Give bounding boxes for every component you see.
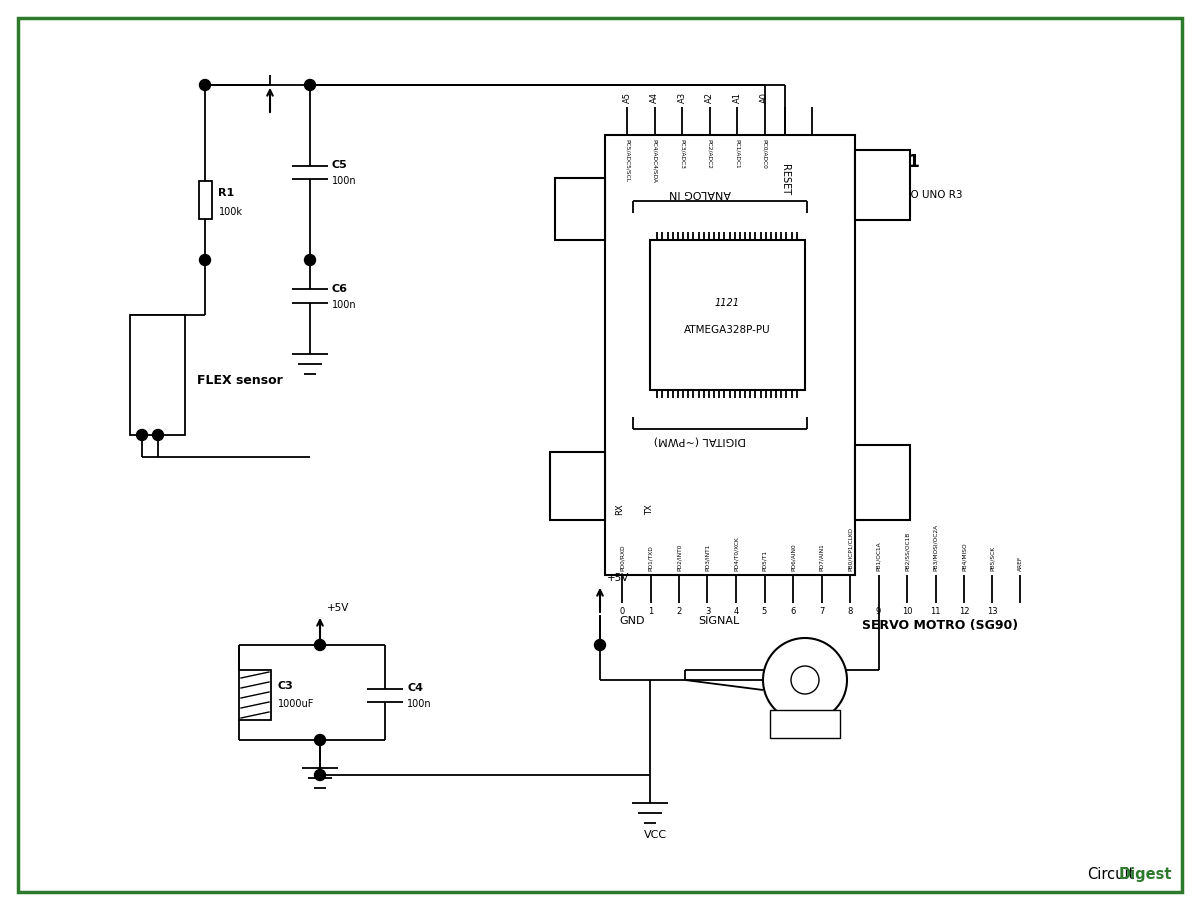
- Text: PD0/RXD: PD0/RXD: [619, 544, 624, 571]
- Text: 100k: 100k: [218, 207, 242, 217]
- Text: VCC: VCC: [643, 830, 666, 840]
- Text: PD3/INT1: PD3/INT1: [704, 544, 710, 571]
- Text: PD2/INT0: PD2/INT0: [677, 543, 682, 571]
- Bar: [605, 135, 856, 575]
- Circle shape: [152, 430, 163, 440]
- Bar: [198, 181, 211, 219]
- Circle shape: [305, 79, 316, 90]
- Circle shape: [314, 770, 325, 781]
- Text: 0: 0: [619, 607, 625, 616]
- Text: PD4/T0/XCK: PD4/T0/XCK: [733, 536, 738, 571]
- Text: PC5/ADC5/SCL: PC5/ADC5/SCL: [624, 139, 630, 182]
- Text: SIGNAL: SIGNAL: [698, 616, 739, 626]
- Text: 1000uF: 1000uF: [278, 699, 314, 709]
- Text: 3: 3: [704, 607, 710, 616]
- Text: PD1/TXD: PD1/TXD: [648, 545, 653, 571]
- Text: 13: 13: [988, 607, 998, 616]
- Text: A1: A1: [732, 92, 742, 103]
- Text: 12: 12: [959, 607, 970, 616]
- Text: R1: R1: [218, 188, 235, 198]
- Bar: [550, 452, 605, 520]
- Text: AREF: AREF: [1018, 556, 1022, 571]
- Text: +5V: +5V: [607, 573, 629, 583]
- Text: PC3/ADC3: PC3/ADC3: [679, 139, 684, 169]
- Text: PD6/AIN0: PD6/AIN0: [791, 543, 796, 571]
- Text: A4: A4: [650, 92, 659, 103]
- Text: GND: GND: [619, 616, 646, 626]
- Text: ATMEGA328P-PU: ATMEGA328P-PU: [684, 325, 770, 335]
- Text: ARDUINO UNO R3: ARDUINO UNO R3: [870, 190, 962, 200]
- Bar: [239, 670, 271, 720]
- Text: 6: 6: [791, 607, 796, 616]
- Circle shape: [314, 640, 325, 651]
- Text: PD5/T1: PD5/T1: [762, 550, 767, 571]
- Text: 1121: 1121: [715, 298, 740, 308]
- Circle shape: [791, 666, 820, 694]
- Bar: [130, 315, 185, 435]
- Text: A0: A0: [760, 92, 769, 103]
- Text: PC0/ADC0: PC0/ADC0: [762, 139, 767, 169]
- Bar: [554, 178, 605, 240]
- Text: C6: C6: [332, 284, 348, 294]
- Circle shape: [199, 255, 210, 266]
- Text: 1: 1: [648, 607, 653, 616]
- Text: PD7/AIN1: PD7/AIN1: [818, 543, 824, 571]
- Text: C3: C3: [278, 681, 294, 691]
- Text: PB2/SS/OC1B: PB2/SS/OC1B: [905, 531, 910, 571]
- Text: TX: TX: [646, 504, 654, 515]
- Text: ARD1: ARD1: [870, 153, 920, 171]
- Text: 9: 9: [876, 607, 881, 616]
- Text: A5: A5: [623, 92, 631, 103]
- Text: 5: 5: [762, 607, 767, 616]
- Text: PB4/MISO: PB4/MISO: [961, 542, 966, 571]
- Text: A3: A3: [678, 92, 686, 103]
- Circle shape: [763, 638, 847, 722]
- Text: A2: A2: [706, 92, 714, 103]
- Bar: [856, 150, 910, 220]
- Text: SERVO MOTRO (SG90): SERVO MOTRO (SG90): [862, 619, 1018, 632]
- Circle shape: [199, 79, 210, 90]
- Text: C4: C4: [407, 683, 424, 693]
- Text: ANALOG IN: ANALOG IN: [670, 188, 731, 198]
- Bar: [856, 445, 910, 520]
- Text: RX: RX: [616, 503, 624, 515]
- Text: 100n: 100n: [332, 177, 356, 187]
- Text: PC2/ADC2: PC2/ADC2: [707, 139, 712, 169]
- Bar: [770, 710, 840, 738]
- Text: +5V: +5V: [326, 603, 349, 613]
- Text: Digest: Digest: [1118, 867, 1172, 882]
- Text: PB5/SCK: PB5/SCK: [990, 546, 995, 571]
- Text: 7: 7: [818, 607, 824, 616]
- Text: Circuit: Circuit: [1087, 867, 1135, 882]
- Circle shape: [594, 640, 606, 651]
- Text: PC1/ADC1: PC1/ADC1: [734, 139, 739, 168]
- Text: 100n: 100n: [332, 300, 356, 310]
- Text: PB1/OC1A: PB1/OC1A: [876, 541, 881, 571]
- Circle shape: [305, 255, 316, 266]
- Bar: [650, 240, 805, 390]
- Text: PB0/ICP1/CLKO: PB0/ICP1/CLKO: [847, 527, 852, 571]
- Text: 100n: 100n: [407, 699, 432, 709]
- Text: PC4/ADC4/SDA: PC4/ADC4/SDA: [652, 139, 658, 183]
- Circle shape: [137, 430, 148, 440]
- Text: +88.8: +88.8: [791, 720, 818, 729]
- Text: 8: 8: [847, 607, 853, 616]
- Circle shape: [314, 734, 325, 745]
- Text: RESET: RESET: [780, 165, 790, 196]
- Text: 10: 10: [901, 607, 912, 616]
- Text: 11: 11: [930, 607, 941, 616]
- Text: C5: C5: [332, 160, 348, 170]
- Text: DIGITAL (~PWM): DIGITAL (~PWM): [654, 435, 746, 445]
- Text: FLEX sensor: FLEX sensor: [197, 373, 283, 387]
- Text: PB3/MOSI/OC2A: PB3/MOSI/OC2A: [934, 524, 938, 571]
- Text: 2: 2: [677, 607, 682, 616]
- Text: 4: 4: [733, 607, 739, 616]
